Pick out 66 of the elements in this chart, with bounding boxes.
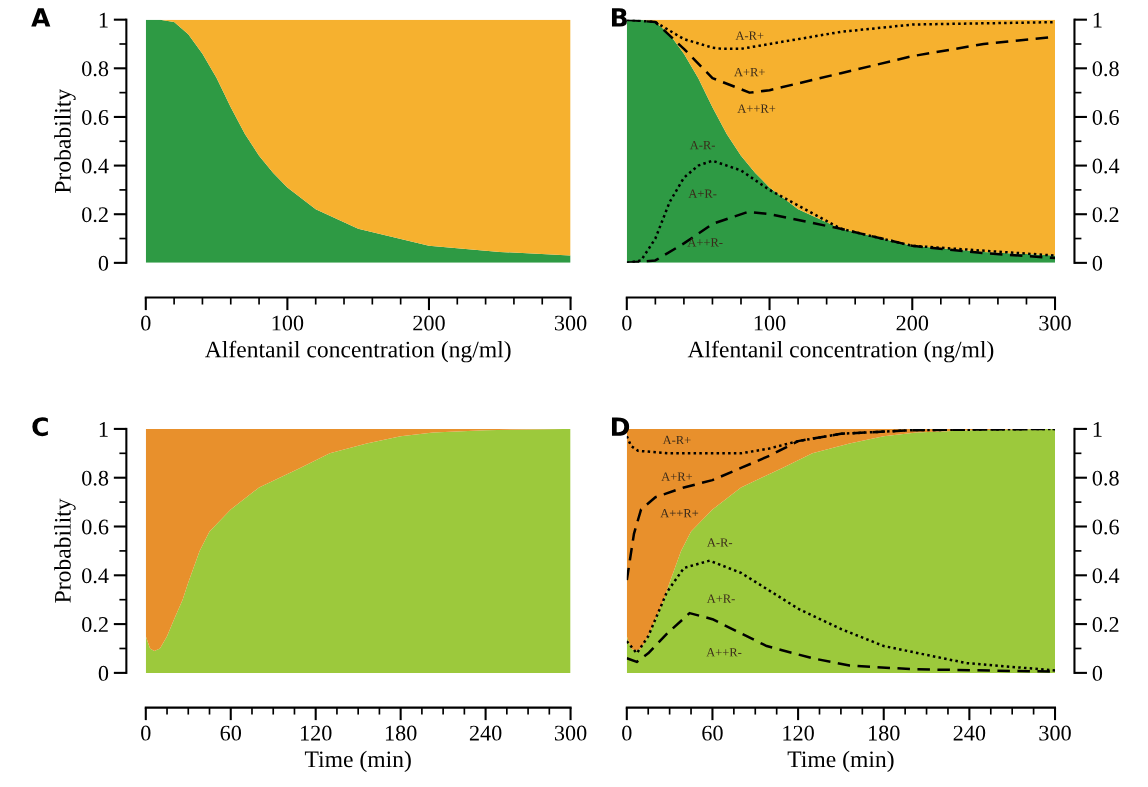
annotation: A++R- — [687, 238, 723, 247]
x-tick-label: 300 — [554, 315, 587, 331]
y-tick-label: 1 — [1093, 12, 1102, 28]
y-tick-label: 0.8 — [82, 61, 109, 77]
x-tick-label: 120 — [300, 725, 332, 741]
x-tick-label: 0 — [141, 315, 151, 331]
y-tick-label: 0.6 — [1092, 519, 1119, 535]
x-tick-label: 120 — [783, 725, 814, 741]
y-tick-label: 0 — [1092, 255, 1103, 271]
y-tick-label: 0.8 — [82, 470, 109, 486]
annotation: A++R+ — [660, 509, 699, 518]
x-axis-title: Time (min) — [304, 750, 411, 773]
x-tick-label: 180 — [869, 725, 900, 741]
y-axis-title: Probability — [54, 88, 76, 194]
x-tick-label: 100 — [754, 315, 786, 331]
x-tick-label: 0 — [141, 725, 151, 741]
annotation: A+R- — [688, 189, 717, 198]
annotation: A-R- — [707, 538, 733, 547]
x-tick-label: 300 — [1039, 315, 1071, 331]
x-tick-label: 100 — [272, 315, 304, 331]
x-tick-label: 300 — [554, 725, 587, 741]
x-tick-label: 300 — [1039, 725, 1071, 741]
y-tick-label: 0 — [98, 255, 109, 271]
x-axis-title: Time (min) — [787, 750, 894, 773]
annotation: A-R+ — [735, 31, 764, 40]
x-tick-label: 180 — [385, 725, 417, 741]
x-tick-label: 0 — [622, 725, 632, 741]
x-tick-label: 60 — [702, 725, 723, 741]
y-tick-label: 0.8 — [1092, 61, 1119, 77]
annotation: A-R- — [689, 140, 715, 150]
annotation: A+R+ — [661, 472, 693, 481]
annotation: A+R+ — [734, 67, 765, 77]
y-tick-label: 0.2 — [1092, 207, 1119, 223]
annotation: A++R- — [706, 648, 742, 657]
y-tick-label: 1 — [99, 421, 108, 437]
x-tick-label: 200 — [413, 315, 445, 331]
x-axis-title: Alfentanil concentration (ng/ml) — [687, 340, 994, 363]
y-tick-label: 0.4 — [82, 568, 109, 584]
y-tick-label: 0.6 — [1092, 109, 1119, 125]
y-tick-label: 1 — [99, 12, 108, 28]
annotation: A++R+ — [737, 104, 776, 113]
chart-title: A — [31, 8, 51, 27]
x-axis-title: Alfentanil concentration (ng/ml) — [204, 340, 511, 363]
x-tick-label: 240 — [469, 725, 502, 741]
annotation: A-R+ — [662, 435, 691, 445]
x-tick-label: 240 — [953, 725, 986, 741]
y-tick-label: 0.6 — [82, 109, 109, 125]
y-tick-label: 0.2 — [1092, 617, 1119, 633]
chart-title: D — [611, 417, 630, 436]
x-tick-label: 200 — [896, 315, 929, 331]
y-axis-title: Probability — [54, 498, 76, 603]
chart-title: B — [611, 8, 627, 27]
y-tick-label: 0.2 — [82, 617, 108, 633]
y-tick-label: 0.6 — [82, 519, 109, 535]
y-tick-label: 0.8 — [1092, 470, 1119, 486]
y-tick-label: 0 — [1092, 665, 1103, 681]
annotation: A+R- — [706, 594, 735, 603]
chart-title: C — [32, 417, 48, 437]
y-tick-label: 0.4 — [1092, 158, 1120, 174]
x-tick-label: 60 — [220, 725, 242, 741]
y-tick-label: 0 — [98, 665, 109, 681]
x-tick-label: 0 — [622, 315, 632, 331]
y-tick-label: 1 — [1093, 421, 1102, 437]
y-tick-label: 0.2 — [82, 207, 108, 223]
y-tick-label: 0.4 — [82, 158, 109, 174]
y-tick-label: 0.4 — [1092, 568, 1120, 584]
